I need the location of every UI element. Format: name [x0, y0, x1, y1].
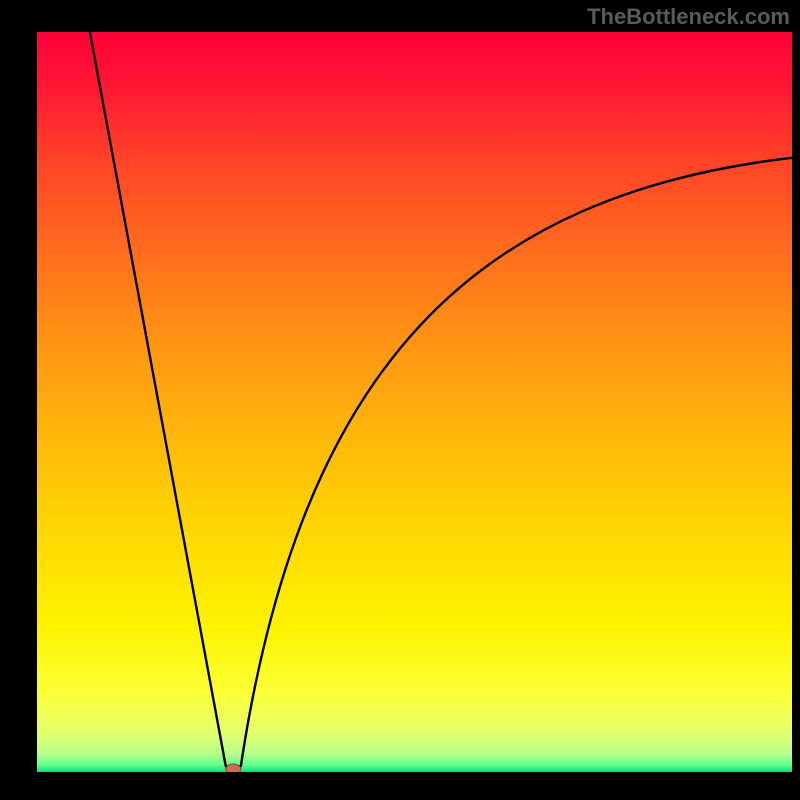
chart-container [37, 32, 792, 772]
optimum-marker [226, 764, 241, 772]
gradient-background [37, 32, 792, 772]
watermark-text: TheBottleneck.com [587, 4, 790, 30]
chart-svg [37, 32, 792, 772]
